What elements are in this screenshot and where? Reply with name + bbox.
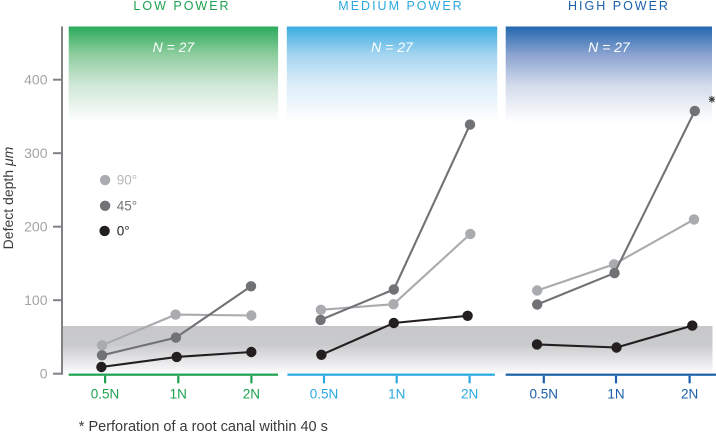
svg-text:0.5N: 0.5N: [91, 387, 120, 402]
svg-text:1N: 1N: [607, 387, 624, 402]
svg-text:N = 27: N = 27: [153, 39, 196, 55]
svg-text:1N: 1N: [388, 387, 405, 402]
svg-text:1N: 1N: [170, 387, 187, 402]
svg-text:2N: 2N: [243, 387, 260, 402]
svg-text:45°: 45°: [117, 198, 137, 213]
svg-text:200: 200: [24, 219, 48, 235]
svg-text:Defect depth μm: Defect depth μm: [0, 146, 16, 249]
svg-text:0: 0: [40, 366, 48, 382]
svg-text:N = 27: N = 27: [588, 39, 631, 55]
svg-text:0.5N: 0.5N: [310, 387, 339, 402]
svg-text:* Perforation of a root canal: * Perforation of a root canal within 40 …: [79, 419, 328, 435]
svg-text:90°: 90°: [117, 173, 137, 188]
svg-text:0.5N: 0.5N: [530, 387, 559, 402]
svg-text:2N: 2N: [681, 387, 698, 402]
svg-text:MEDIUM POWER: MEDIUM POWER: [338, 0, 463, 13]
svg-text:2N: 2N: [461, 387, 478, 402]
svg-text:HIGH POWER: HIGH POWER: [568, 0, 670, 13]
svg-text:LOW POWER: LOW POWER: [133, 0, 230, 13]
svg-text:0°: 0°: [117, 224, 130, 239]
svg-text:N = 27: N = 27: [371, 39, 414, 55]
svg-text:100: 100: [24, 292, 48, 308]
svg-text:400: 400: [24, 72, 48, 88]
svg-text:300: 300: [24, 145, 48, 161]
